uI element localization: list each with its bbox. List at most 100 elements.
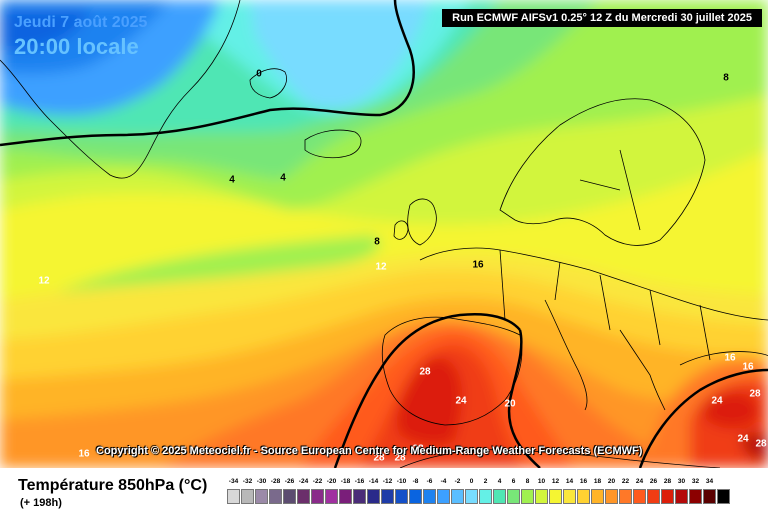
isotherm-label: 16 xyxy=(78,448,90,460)
bold-isotherms xyxy=(0,0,768,468)
scale-swatch xyxy=(297,489,310,504)
scale-label: -34 xyxy=(228,478,239,485)
scale-label: -24 xyxy=(298,478,309,485)
scale-swatch xyxy=(381,489,394,504)
scale-swatch xyxy=(325,489,338,504)
coastlines xyxy=(0,0,768,468)
isotherm-label: 20 xyxy=(504,398,516,410)
scale-label: 10 xyxy=(537,478,546,485)
isotherm-label: 16 xyxy=(742,361,754,373)
scale-swatch xyxy=(255,489,268,504)
scale-swatch xyxy=(241,489,254,504)
isotherm-label: 28 xyxy=(373,452,385,464)
scale-swatch xyxy=(563,489,576,504)
scale-label: 6 xyxy=(511,478,516,485)
scale-swatch xyxy=(437,489,450,504)
scale-swatch xyxy=(451,489,464,504)
scale-swatch xyxy=(619,489,632,504)
scale-label: -14 xyxy=(368,478,379,485)
scale-swatch xyxy=(689,489,702,504)
scale-label: -2 xyxy=(454,478,461,485)
scale-swatch xyxy=(591,489,604,504)
scale-label: -20 xyxy=(326,478,337,485)
scale-swatch xyxy=(661,489,674,504)
isotherm-label: 4 xyxy=(280,172,286,184)
copyright-notice: Copyright © 2025 Meteociel.fr - Source E… xyxy=(96,445,643,457)
run-info-banner: Run ECMWF AIFSv1 0.25° 12 Z du Mercredi … xyxy=(442,9,762,27)
isotherm-label: 12 xyxy=(375,261,387,273)
scale-label: -8 xyxy=(412,478,419,485)
isotherm-label: 8 xyxy=(374,236,380,248)
scale-label: 28 xyxy=(663,478,672,485)
scale-swatch xyxy=(353,489,366,504)
scale-label: 0 xyxy=(469,478,474,485)
scale-label: 24 xyxy=(635,478,644,485)
scale-swatch xyxy=(507,489,520,504)
scale-swatch xyxy=(717,489,730,504)
scale-label: -30 xyxy=(256,478,267,485)
scale-label: -26 xyxy=(284,478,295,485)
scale-swatch xyxy=(577,489,590,504)
legend-footer: Température 850hPa (°C) (+ 198h) -34 -32-… xyxy=(0,468,768,512)
scale-label: -16 xyxy=(354,478,365,485)
scale-swatch xyxy=(549,489,562,504)
scale-swatch xyxy=(703,489,716,504)
scale-label: 22 xyxy=(621,478,630,485)
isotherm-label: 28 xyxy=(394,452,406,464)
temperature-map: 0 4 4 8 8 12 12 16 16 16 16 20 24 28 24 … xyxy=(0,0,768,468)
isotherm-label: 8 xyxy=(723,72,729,84)
scale-swatch xyxy=(283,489,296,504)
temperature-fill xyxy=(0,0,768,468)
scale-swatch xyxy=(465,489,478,504)
scale-label: 14 xyxy=(565,478,574,485)
scale-swatch xyxy=(675,489,688,504)
scale-label: 20 xyxy=(607,478,616,485)
scale-label: 8 xyxy=(525,478,530,485)
scale-label: 34 xyxy=(705,478,714,485)
isotherm-label: 16 xyxy=(472,259,484,271)
scale-label: 32 xyxy=(691,478,700,485)
scale-label: -12 xyxy=(382,478,393,485)
scale-label: 26 xyxy=(649,478,658,485)
scale-label: -32 xyxy=(242,478,253,485)
scale-swatch xyxy=(395,489,408,504)
scale-label: 12 xyxy=(551,478,560,485)
scale-label: 16 xyxy=(579,478,588,485)
scale-label: -18 xyxy=(340,478,351,485)
product-title: Température 850hPa (°C) xyxy=(18,477,208,494)
scale-label: 30 xyxy=(677,478,686,485)
forecast-date: Jeudi 7 août 2025 xyxy=(14,14,148,31)
isotherm-label: 28 xyxy=(412,443,424,455)
scale-swatch xyxy=(269,489,282,504)
isotherm-label: 16 xyxy=(724,352,736,364)
forecast-time: 20:00 locale xyxy=(14,34,139,59)
isotherm-label: 0 xyxy=(256,68,262,80)
scale-swatch xyxy=(339,489,352,504)
scale-swatch xyxy=(647,489,660,504)
scale-label: -22 xyxy=(312,478,323,485)
scale-label: -10 xyxy=(396,478,407,485)
scale-label: -28 xyxy=(270,478,281,485)
forecast-lead-time: (+ 198h) xyxy=(20,497,62,509)
scale-swatch xyxy=(479,489,492,504)
scale-swatch xyxy=(633,489,646,504)
scale-swatch xyxy=(535,489,548,504)
scale-swatch xyxy=(423,489,436,504)
isotherm-label: 4 xyxy=(229,174,235,186)
scale-swatch xyxy=(605,489,618,504)
scale-label: 18 xyxy=(593,478,602,485)
scale-swatch xyxy=(367,489,380,504)
scale-swatch xyxy=(409,489,422,504)
isotherm-label: 28 xyxy=(419,366,431,378)
scale-swatch xyxy=(521,489,534,504)
scale-label: -6 xyxy=(426,478,433,485)
scale-label: 2 xyxy=(483,478,488,485)
scale-swatch xyxy=(311,489,324,504)
isotherm-label: 12 xyxy=(38,275,50,287)
isotherm-label: 28 xyxy=(755,438,767,450)
scale-label: 4 xyxy=(497,478,502,485)
scale-swatch xyxy=(493,489,506,504)
isotherm-label: 24 xyxy=(711,395,723,407)
scale-label: -4 xyxy=(440,478,447,485)
isotherm-label: 24 xyxy=(737,433,749,445)
